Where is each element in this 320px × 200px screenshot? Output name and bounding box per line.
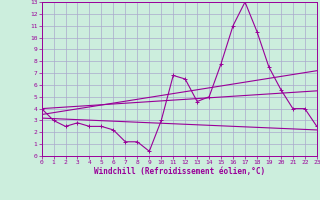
X-axis label: Windchill (Refroidissement éolien,°C): Windchill (Refroidissement éolien,°C) xyxy=(94,167,265,176)
